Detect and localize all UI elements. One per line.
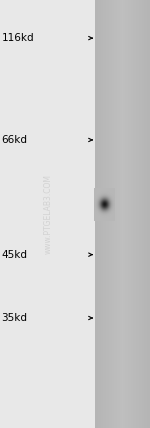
Text: www.PTGELAB3.COM: www.PTGELAB3.COM — [44, 174, 52, 254]
Text: 66kd: 66kd — [2, 135, 27, 145]
Text: 45kd: 45kd — [2, 250, 27, 260]
Text: 116kd: 116kd — [2, 33, 34, 43]
Text: 35kd: 35kd — [2, 313, 27, 323]
